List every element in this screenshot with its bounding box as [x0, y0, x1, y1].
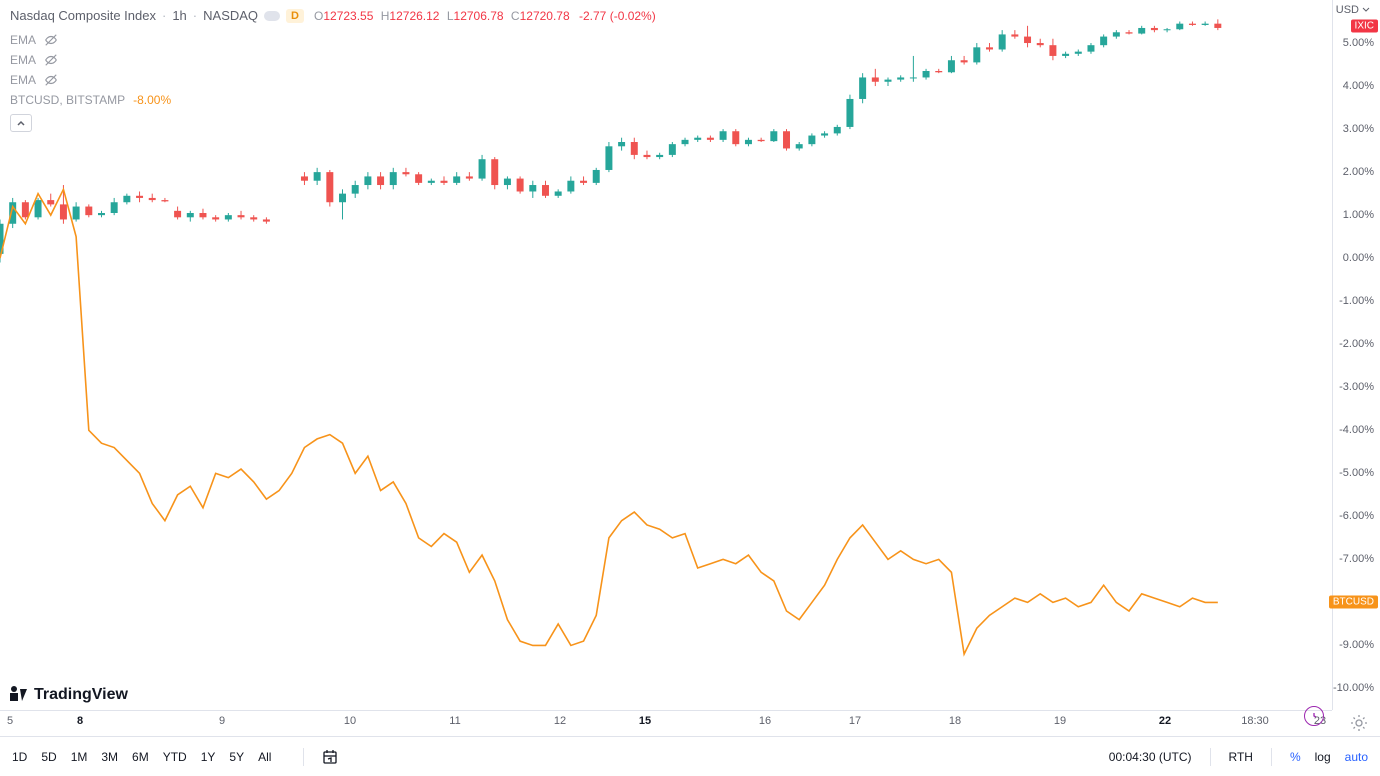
- y-tick: -2.00%: [1339, 338, 1374, 350]
- x-tick: 22: [1159, 715, 1171, 727]
- y-tick: -7.00%: [1339, 553, 1374, 565]
- x-tick: 16: [759, 715, 771, 727]
- range-1d[interactable]: 1D: [12, 750, 27, 764]
- y-tick: 4.00%: [1343, 80, 1374, 92]
- x-tick: 11: [449, 715, 460, 727]
- divider: [1210, 748, 1211, 766]
- range-6m[interactable]: 6M: [132, 750, 149, 764]
- x-tick: 17: [849, 715, 861, 727]
- y-tick: -3.00%: [1339, 381, 1374, 393]
- x-tick: 15: [639, 715, 651, 727]
- ixic-badge: IXIC: [1351, 19, 1378, 32]
- x-tick: 9: [219, 715, 225, 727]
- x-tick: 19: [1054, 715, 1066, 727]
- x-tick: 18:30: [1241, 715, 1269, 727]
- calendar-icon[interactable]: [322, 749, 338, 765]
- range-3m[interactable]: 3M: [101, 750, 118, 764]
- x-tick: 8: [77, 715, 83, 727]
- x-tick: 5: [7, 715, 13, 727]
- chart-area[interactable]: [0, 0, 1332, 710]
- y-tick: 5.00%: [1343, 37, 1374, 49]
- divider: [1271, 748, 1272, 766]
- y-tick: -4.00%: [1339, 424, 1374, 436]
- y-axis[interactable]: 5.00% 4.00% 3.00% 2.00% 1.00% 0.00% -1.00% -2.0…: [1332, 0, 1380, 710]
- chart-svg: [0, 0, 1332, 710]
- alarm-icon[interactable]: [1304, 706, 1324, 726]
- tv-icon: [10, 686, 28, 704]
- x-tick: 18: [949, 715, 961, 727]
- range-5y[interactable]: 5Y: [229, 750, 244, 764]
- divider: [303, 748, 304, 766]
- y-tick: -6.00%: [1339, 510, 1374, 522]
- y-tick: -9.00%: [1339, 639, 1374, 651]
- range-1m[interactable]: 1M: [71, 750, 88, 764]
- x-tick: 10: [344, 715, 356, 727]
- y-tick: 3.00%: [1343, 123, 1374, 135]
- y-tick: 0.00%: [1343, 252, 1374, 264]
- range-all[interactable]: All: [258, 750, 271, 764]
- y-tick: 2.00%: [1343, 166, 1374, 178]
- range-1y[interactable]: 1Y: [201, 750, 216, 764]
- y-tick: 1.00%: [1343, 209, 1374, 221]
- range-ytd[interactable]: YTD: [163, 750, 187, 764]
- rth-toggle[interactable]: RTH: [1229, 750, 1253, 764]
- y-tick: -5.00%: [1339, 467, 1374, 479]
- range-5d[interactable]: 5D: [41, 750, 56, 764]
- x-tick: 12: [554, 715, 566, 727]
- btcusd-badge: BTCUSD: [1329, 596, 1378, 609]
- gear-icon[interactable]: [1350, 714, 1368, 732]
- y-tick: -10.00%: [1333, 682, 1374, 694]
- x-axis[interactable]: 58910111215161718192218:3023: [0, 710, 1332, 734]
- pct-toggle[interactable]: %: [1290, 750, 1301, 764]
- countdown[interactable]: 00:04:30 (UTC): [1109, 750, 1192, 764]
- bottom-bar: 1D5D1M3M6MYTD1Y5YAll 00:04:30 (UTC) RTH …: [0, 736, 1380, 776]
- tradingview-logo[interactable]: TradingView: [10, 686, 128, 704]
- auto-toggle[interactable]: auto: [1345, 750, 1368, 764]
- log-toggle[interactable]: log: [1315, 750, 1331, 764]
- y-tick: -1.00%: [1339, 295, 1374, 307]
